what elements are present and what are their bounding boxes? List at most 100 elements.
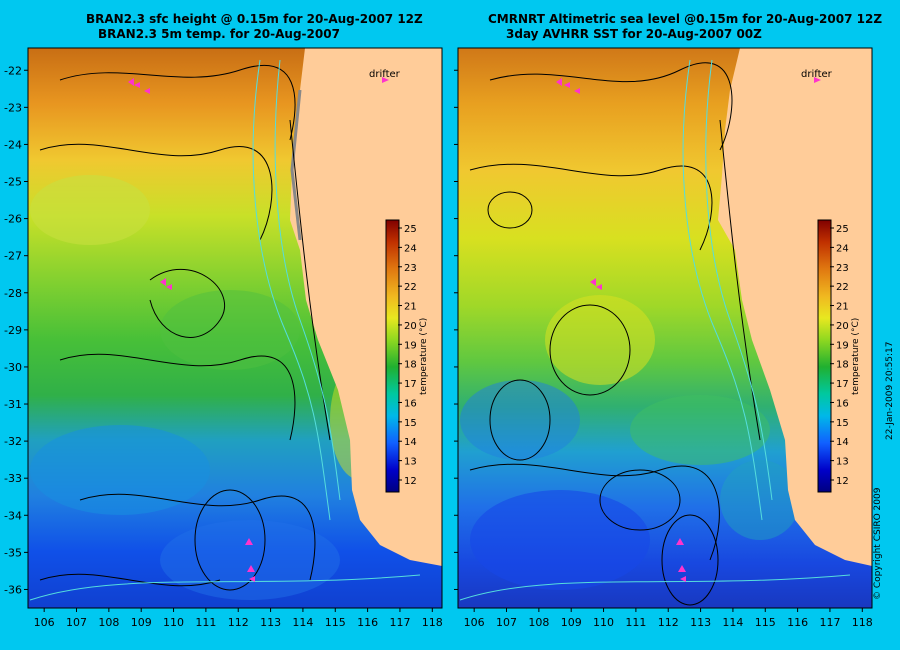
- left-land: [290, 48, 442, 566]
- colorbar-tick-label: 12: [404, 476, 417, 487]
- lon-tick-label: 111: [195, 616, 216, 629]
- lat-tick-label: -29: [4, 324, 22, 337]
- colorbar-tick-label: 15: [836, 418, 849, 429]
- colorbar-tick-label: 16: [836, 398, 849, 409]
- left-colorbar: 12 13 14 15 16 17 18 19 20 21 22 23 24 25 temperature…: [385, 219, 429, 493]
- lat-tick-label: -33: [4, 472, 22, 485]
- colorbar-tick-label: 18: [836, 360, 849, 371]
- left-drifter-label: drifter: [369, 69, 401, 80]
- copyright-text: © Copyright CSIRO 2009: [873, 487, 883, 600]
- right-drifter-legend-icon: [814, 77, 821, 83]
- lat-tick-label: -28: [4, 287, 22, 300]
- left-drifters: [128, 78, 255, 582]
- lat-tick-label: -25: [4, 176, 22, 189]
- colorbar-tick-label: 16: [404, 398, 417, 409]
- lon-tick-label: 117: [389, 616, 410, 629]
- left-title-line2: BRAN2.3 5m temp. for 20-Aug-2007: [98, 27, 340, 41]
- left-coast-shelf: [290, 89, 302, 241]
- lon-tick-label: 110: [163, 616, 184, 629]
- right-land: [718, 48, 872, 566]
- left-panel-title: BRAN2.3 sfc height @ 0.15m for 20-Aug-20…: [86, 12, 423, 42]
- left-ssh-contours: [39, 64, 331, 591]
- lat-tick-label: -26: [4, 213, 22, 226]
- right-ssh-contours: [469, 62, 761, 606]
- left-colorbar-label: temperature (°C): [419, 318, 429, 395]
- lon-tick-label: 111: [625, 616, 646, 629]
- colorbar-tick-label: 21: [836, 302, 849, 313]
- right-colorbar-label: temperature (°C): [851, 318, 861, 395]
- lon-tick-label: 110: [593, 616, 614, 629]
- lon-tick-label: 106: [464, 616, 485, 629]
- lon-tick-label: 115: [325, 616, 346, 629]
- right-colorbar: 12 13 14 15 16 17 18 19 20 21 22 23 24 25 temperature…: [817, 219, 861, 493]
- right-title-line1: CMRNRT Altimetric sea level @0.15m for 2…: [488, 12, 883, 26]
- right-bathymetry-contours: [459, 59, 851, 601]
- lat-tick-label: -30: [4, 361, 22, 374]
- lat-tick-label: -27: [4, 250, 22, 263]
- lon-tick-label: 116: [357, 616, 378, 629]
- colorbar-tick-label: 18: [404, 360, 417, 371]
- colorbar-tick-label: 12: [836, 476, 849, 487]
- lat-tick-label: -32: [4, 435, 22, 448]
- lon-tick-label: 107: [66, 616, 87, 629]
- right-axes: 106 107 108 109 110 111 112 113 114 115 116 117 118: [454, 69, 873, 629]
- right-ocean-patches: [460, 295, 800, 590]
- colorbar-tick-label: 25: [836, 224, 849, 235]
- colorbar-tick-label: 21: [404, 302, 417, 313]
- colorbar-tick-label: 25: [404, 224, 417, 235]
- lon-tick-label: 113: [260, 616, 281, 629]
- left-title-line1: BRAN2.3 sfc height @ 0.15m for 20-Aug-20…: [86, 12, 423, 26]
- colorbar-tick-label: 24: [836, 243, 849, 254]
- colorbar-tick-label: 15: [404, 418, 417, 429]
- lon-tick-label: 115: [755, 616, 776, 629]
- lat-tick-label: -34: [4, 509, 22, 522]
- lon-tick-label: 112: [658, 616, 679, 629]
- colorbar-tick-label: 13: [404, 457, 417, 468]
- right-drifter-label: drifter: [801, 69, 833, 80]
- lon-tick-label: 118: [422, 616, 443, 629]
- lon-tick-label: 116: [787, 616, 808, 629]
- lon-tick-label: 107: [496, 616, 517, 629]
- lon-tick-label: 109: [131, 616, 152, 629]
- colorbar-tick-label: 20: [404, 321, 417, 332]
- left-drifter-legend-icon: [382, 77, 389, 83]
- lat-tick-label: -31: [4, 398, 22, 411]
- colorbar-tick-label: 20: [836, 321, 849, 332]
- left-map-panel: [27, 47, 443, 609]
- colorbar-tick-label: 22: [404, 282, 417, 293]
- lat-tick-label: -36: [4, 583, 22, 596]
- lon-tick-label: 118: [852, 616, 873, 629]
- lon-tick-label: 109: [561, 616, 582, 629]
- colorbar-tick-label: 22: [836, 282, 849, 293]
- colorbar-tick-label: 24: [404, 243, 417, 254]
- lon-tick-label: 114: [292, 616, 313, 629]
- left-bathymetry-contours: [29, 59, 421, 601]
- right-title-line2: 3day AVHRR SST for 20-Aug-2007 00Z: [506, 27, 762, 41]
- colorbar-tick-label: 14: [836, 437, 849, 448]
- lon-tick-label: 117: [819, 616, 840, 629]
- lon-tick-label: 108: [528, 616, 549, 629]
- lon-tick-label: 113: [690, 616, 711, 629]
- colorbar-tick-label: 23: [404, 263, 417, 274]
- lat-tick-label: -24: [4, 138, 22, 151]
- lat-tick-label: -22: [4, 64, 22, 77]
- left-axes: 106 107 108 109 110 111 112 113 114 115 116 117 118 -…: [4, 64, 443, 629]
- lat-tick-label: -23: [4, 101, 22, 114]
- left-ocean-patches: [30, 175, 390, 600]
- lon-tick-label: 112: [228, 616, 249, 629]
- right-map-panel: [457, 47, 873, 609]
- colorbar-tick-label: 14: [404, 437, 417, 448]
- colorbar-tick-label: 17: [836, 379, 849, 390]
- lon-tick-label: 108: [98, 616, 119, 629]
- colorbar-tick-label: 23: [836, 263, 849, 274]
- colorbar-tick-label: 19: [404, 340, 417, 351]
- colorbar-tick-label: 13: [836, 457, 849, 468]
- right-panel-title: CMRNRT Altimetric sea level @0.15m for 2…: [488, 12, 882, 42]
- lon-tick-label: 106: [34, 616, 55, 629]
- lat-tick-label: -35: [4, 546, 22, 559]
- lon-tick-label: 114: [722, 616, 743, 629]
- timestamp-text: 22-Jan-2009 20:55:17: [885, 341, 895, 440]
- colorbar-tick-label: 19: [836, 340, 849, 351]
- colorbar-tick-label: 17: [404, 379, 417, 390]
